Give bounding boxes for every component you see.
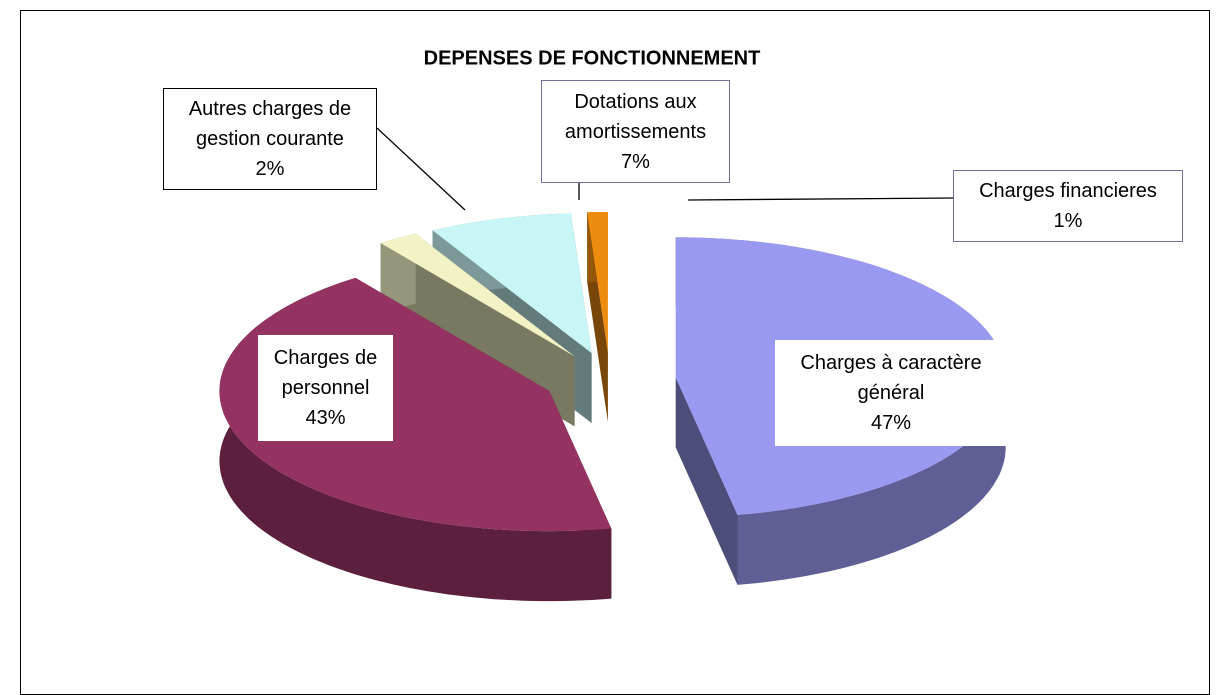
label-name: Charges de personnel [273,347,378,399]
label-name: Charges financieres [979,180,1157,202]
data-label: Dotations aux amortissements 7% [541,80,730,183]
label-name: Dotations aux amortissements [564,90,707,143]
slice-top [432,213,592,354]
slice-top [587,212,608,352]
label-value: 43% [305,407,346,429]
label-name: Charges à caractère général [800,352,982,404]
data-label: Charges financieres 1% [953,170,1183,242]
slice-side [675,377,738,585]
chart-title: DEPENSES DE FONCTIONNEMENT [424,47,761,69]
data-label: Charges à caractère général 47% [775,340,1007,446]
data-label: Charges de personnel 43% [258,335,393,441]
data-label: Autres charges de gestion courante 2% [163,88,377,190]
label-value: 1% [1053,210,1083,232]
label-name: Autres charges de gestion courante [188,98,352,150]
label-value: 7% [621,150,650,173]
label-value: 2% [255,158,285,180]
slice-top [380,233,575,357]
leader-lines [376,127,954,211]
label-value: 47% [870,412,912,434]
slice [587,212,608,422]
leader-line [376,127,466,211]
leader-line [687,197,954,201]
